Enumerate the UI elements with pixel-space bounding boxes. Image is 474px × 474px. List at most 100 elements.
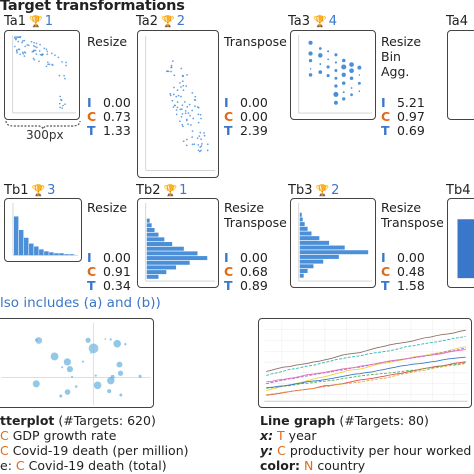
scatter-point xyxy=(169,94,172,97)
metric-tb2-t: T 0.89 xyxy=(224,278,268,293)
scatter-point xyxy=(26,43,29,46)
bubble-point xyxy=(59,394,63,398)
histogram-bar xyxy=(299,240,330,245)
scatter-point xyxy=(64,77,66,80)
binned-point xyxy=(327,50,330,53)
binned-point xyxy=(327,58,329,61)
scatter-point xyxy=(199,113,202,116)
scatter-point xyxy=(194,95,197,98)
scatter-point xyxy=(206,143,209,146)
scatter-point xyxy=(19,53,22,56)
bubble-point xyxy=(32,380,40,388)
binned-point xyxy=(341,81,346,85)
scatter-point xyxy=(206,149,209,152)
metric-ta3-t: T 0.69 xyxy=(381,123,425,138)
scatter-point xyxy=(184,110,187,112)
scatter-point xyxy=(35,42,38,45)
scatter-point xyxy=(197,149,200,152)
binned-point xyxy=(326,65,330,69)
scatter-point xyxy=(180,95,182,98)
scatter-point xyxy=(197,106,200,109)
transform-tb3-1: Transpose xyxy=(381,215,444,230)
scatter-point xyxy=(169,92,172,95)
binned-point xyxy=(342,91,345,94)
bubble-point xyxy=(81,360,85,363)
scatter-point xyxy=(181,113,184,115)
scatter-point xyxy=(199,131,202,134)
binned-point xyxy=(308,58,313,63)
plot-example-scatter xyxy=(0,318,154,408)
scatter-caption-line2: C Covid-19 death (per million) xyxy=(0,443,189,458)
scatter-point xyxy=(166,70,168,73)
binned-point xyxy=(334,76,338,80)
scatter-point xyxy=(181,75,184,77)
bubble-point xyxy=(104,338,107,340)
binned-point xyxy=(341,64,347,70)
card-title-ta4: Ta4 xyxy=(446,14,469,29)
plot-tb4-cropped xyxy=(447,198,474,288)
histogram-bar xyxy=(146,246,184,251)
scatter-point xyxy=(39,53,42,56)
binned-point xyxy=(350,93,353,97)
scatter-point xyxy=(58,74,61,77)
binned-point xyxy=(318,70,323,74)
scatter-point xyxy=(199,146,202,148)
scatter-point xyxy=(58,102,61,105)
histogram-bar xyxy=(49,252,54,256)
scatter-point xyxy=(175,113,178,116)
scale-brace-icon xyxy=(5,120,81,130)
scatter-point xyxy=(176,106,179,109)
scatter-point xyxy=(188,103,191,106)
scatter-point xyxy=(200,117,202,120)
binned-point xyxy=(357,65,362,70)
histogram-bar xyxy=(299,222,305,227)
binned-point xyxy=(349,62,354,67)
scatter-point xyxy=(17,48,20,51)
metric-tb3-c: C 0.48 xyxy=(381,264,425,279)
scatter-point xyxy=(196,137,199,140)
scatter-point xyxy=(182,89,185,92)
plot-ta1-scatter xyxy=(4,30,80,120)
bubble-point xyxy=(93,381,102,390)
bubble-point xyxy=(74,385,78,388)
histogram-bar xyxy=(146,260,190,265)
scatter-point xyxy=(30,40,33,43)
scatter-point xyxy=(171,99,174,102)
trophy-icon: 🏆 xyxy=(31,184,46,197)
scatter-point xyxy=(174,104,176,107)
histogram-bar xyxy=(299,264,314,269)
scatter-point xyxy=(190,124,192,126)
trophy-icon: 🏆 xyxy=(163,184,178,197)
scatter-point xyxy=(180,86,182,88)
scatter-point xyxy=(15,50,18,53)
scatter-point xyxy=(19,36,21,38)
scatter-point xyxy=(170,66,173,69)
binned-point xyxy=(319,63,322,66)
scatter-point xyxy=(60,98,62,101)
series-line xyxy=(266,348,466,383)
binned-point xyxy=(358,74,361,76)
scatter-point xyxy=(185,85,188,87)
series-line xyxy=(266,346,466,392)
scatter-point xyxy=(14,36,17,38)
scatter-point xyxy=(38,50,41,52)
scatter-point xyxy=(186,138,188,141)
scatter-point xyxy=(180,108,183,111)
histogram-bar xyxy=(69,254,74,256)
scatter-point xyxy=(47,63,50,66)
bubble-point xyxy=(70,375,74,378)
histogram-bar xyxy=(64,254,69,256)
scatter-point xyxy=(61,60,63,63)
transform-tb3-0: Resize xyxy=(381,200,422,215)
scatter-point xyxy=(172,93,175,96)
metric-tb3-i: I 0.00 xyxy=(381,250,425,265)
scatter-point xyxy=(191,143,194,146)
scatter-point xyxy=(191,136,194,138)
card-id: Ta1 xyxy=(4,14,27,29)
scatter-point xyxy=(170,64,173,67)
metric-ta3-i: I 5.21 xyxy=(381,95,425,110)
scatter-point xyxy=(200,138,202,140)
metric-ta2-t: T 2.39 xyxy=(224,123,268,138)
scatter-point xyxy=(45,48,48,51)
histogram-bar xyxy=(299,226,308,231)
